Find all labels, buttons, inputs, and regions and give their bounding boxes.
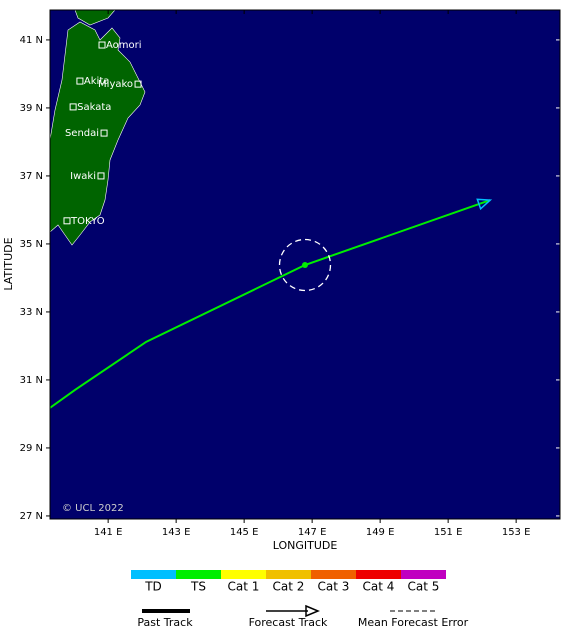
legend-label: Past Track (137, 616, 193, 629)
credit: © UCL 2022 (62, 503, 124, 514)
city-marker (76, 77, 84, 85)
city-label: Iwaki (70, 171, 96, 182)
category-swatch (356, 570, 401, 579)
category-swatch (176, 570, 221, 579)
legend-label: Mean Forecast Error (358, 616, 469, 629)
category-label: Cat 1 (228, 580, 260, 594)
legend-label: Forecast Track (249, 616, 328, 629)
city-marker (69, 103, 77, 111)
plot-frame (49, 9, 561, 520)
category-label: TD (144, 580, 162, 594)
city-label: TOKYO (70, 216, 105, 227)
city-marker (134, 80, 142, 88)
y-tick-label: 39 N (20, 103, 43, 114)
y-tick-label: 27 N (20, 511, 43, 522)
category-label: Cat 2 (273, 580, 305, 594)
x-tick-label: 149 E (366, 527, 395, 538)
category-label: Cat 4 (363, 580, 395, 594)
y-tick-label: 41 N (20, 35, 43, 46)
city-marker (100, 129, 108, 137)
y-tick-label: 33 N (20, 307, 43, 318)
x-tick-label: 151 E (434, 527, 463, 538)
category-swatch (221, 570, 266, 579)
x-axis-label: LONGITUDE (273, 539, 338, 552)
y-tick-label: 31 N (20, 375, 43, 386)
forecast-track (304, 199, 491, 266)
forecast-arrowhead (476, 198, 493, 211)
category-label: Cat 3 (318, 580, 350, 594)
city-marker (97, 172, 105, 180)
city-label: Miyako (98, 79, 133, 90)
land (50, 10, 146, 246)
legend-forecast-arrow (305, 604, 320, 618)
forecast-error-circle (278, 238, 332, 292)
city-label: Sakata (77, 102, 111, 113)
category-swatch (401, 570, 446, 579)
category-label: Cat 5 (408, 580, 440, 594)
y-tick-label: 35 N (20, 239, 43, 250)
y-axis-label: LATITUDE (2, 237, 15, 290)
x-tick-label: 153 E (502, 527, 531, 538)
category-swatch (311, 570, 356, 579)
city-label: Sendai (65, 128, 99, 139)
past-track (50, 264, 306, 409)
city-label: Akita (84, 76, 109, 87)
category-swatch (131, 570, 176, 579)
x-tick-label: 147 E (298, 527, 327, 538)
x-tick-label: 145 E (230, 527, 259, 538)
city-marker (63, 217, 71, 225)
current-position (302, 262, 308, 269)
x-tick-label: 141 E (94, 527, 123, 538)
city-label: Aomori (106, 40, 142, 51)
y-tick-label: 29 N (20, 443, 43, 454)
category-label: TS (190, 580, 206, 594)
city-marker (98, 41, 106, 49)
category-swatch (266, 570, 311, 579)
x-tick-label: 143 E (162, 527, 191, 538)
y-tick-label: 37 N (20, 171, 43, 182)
